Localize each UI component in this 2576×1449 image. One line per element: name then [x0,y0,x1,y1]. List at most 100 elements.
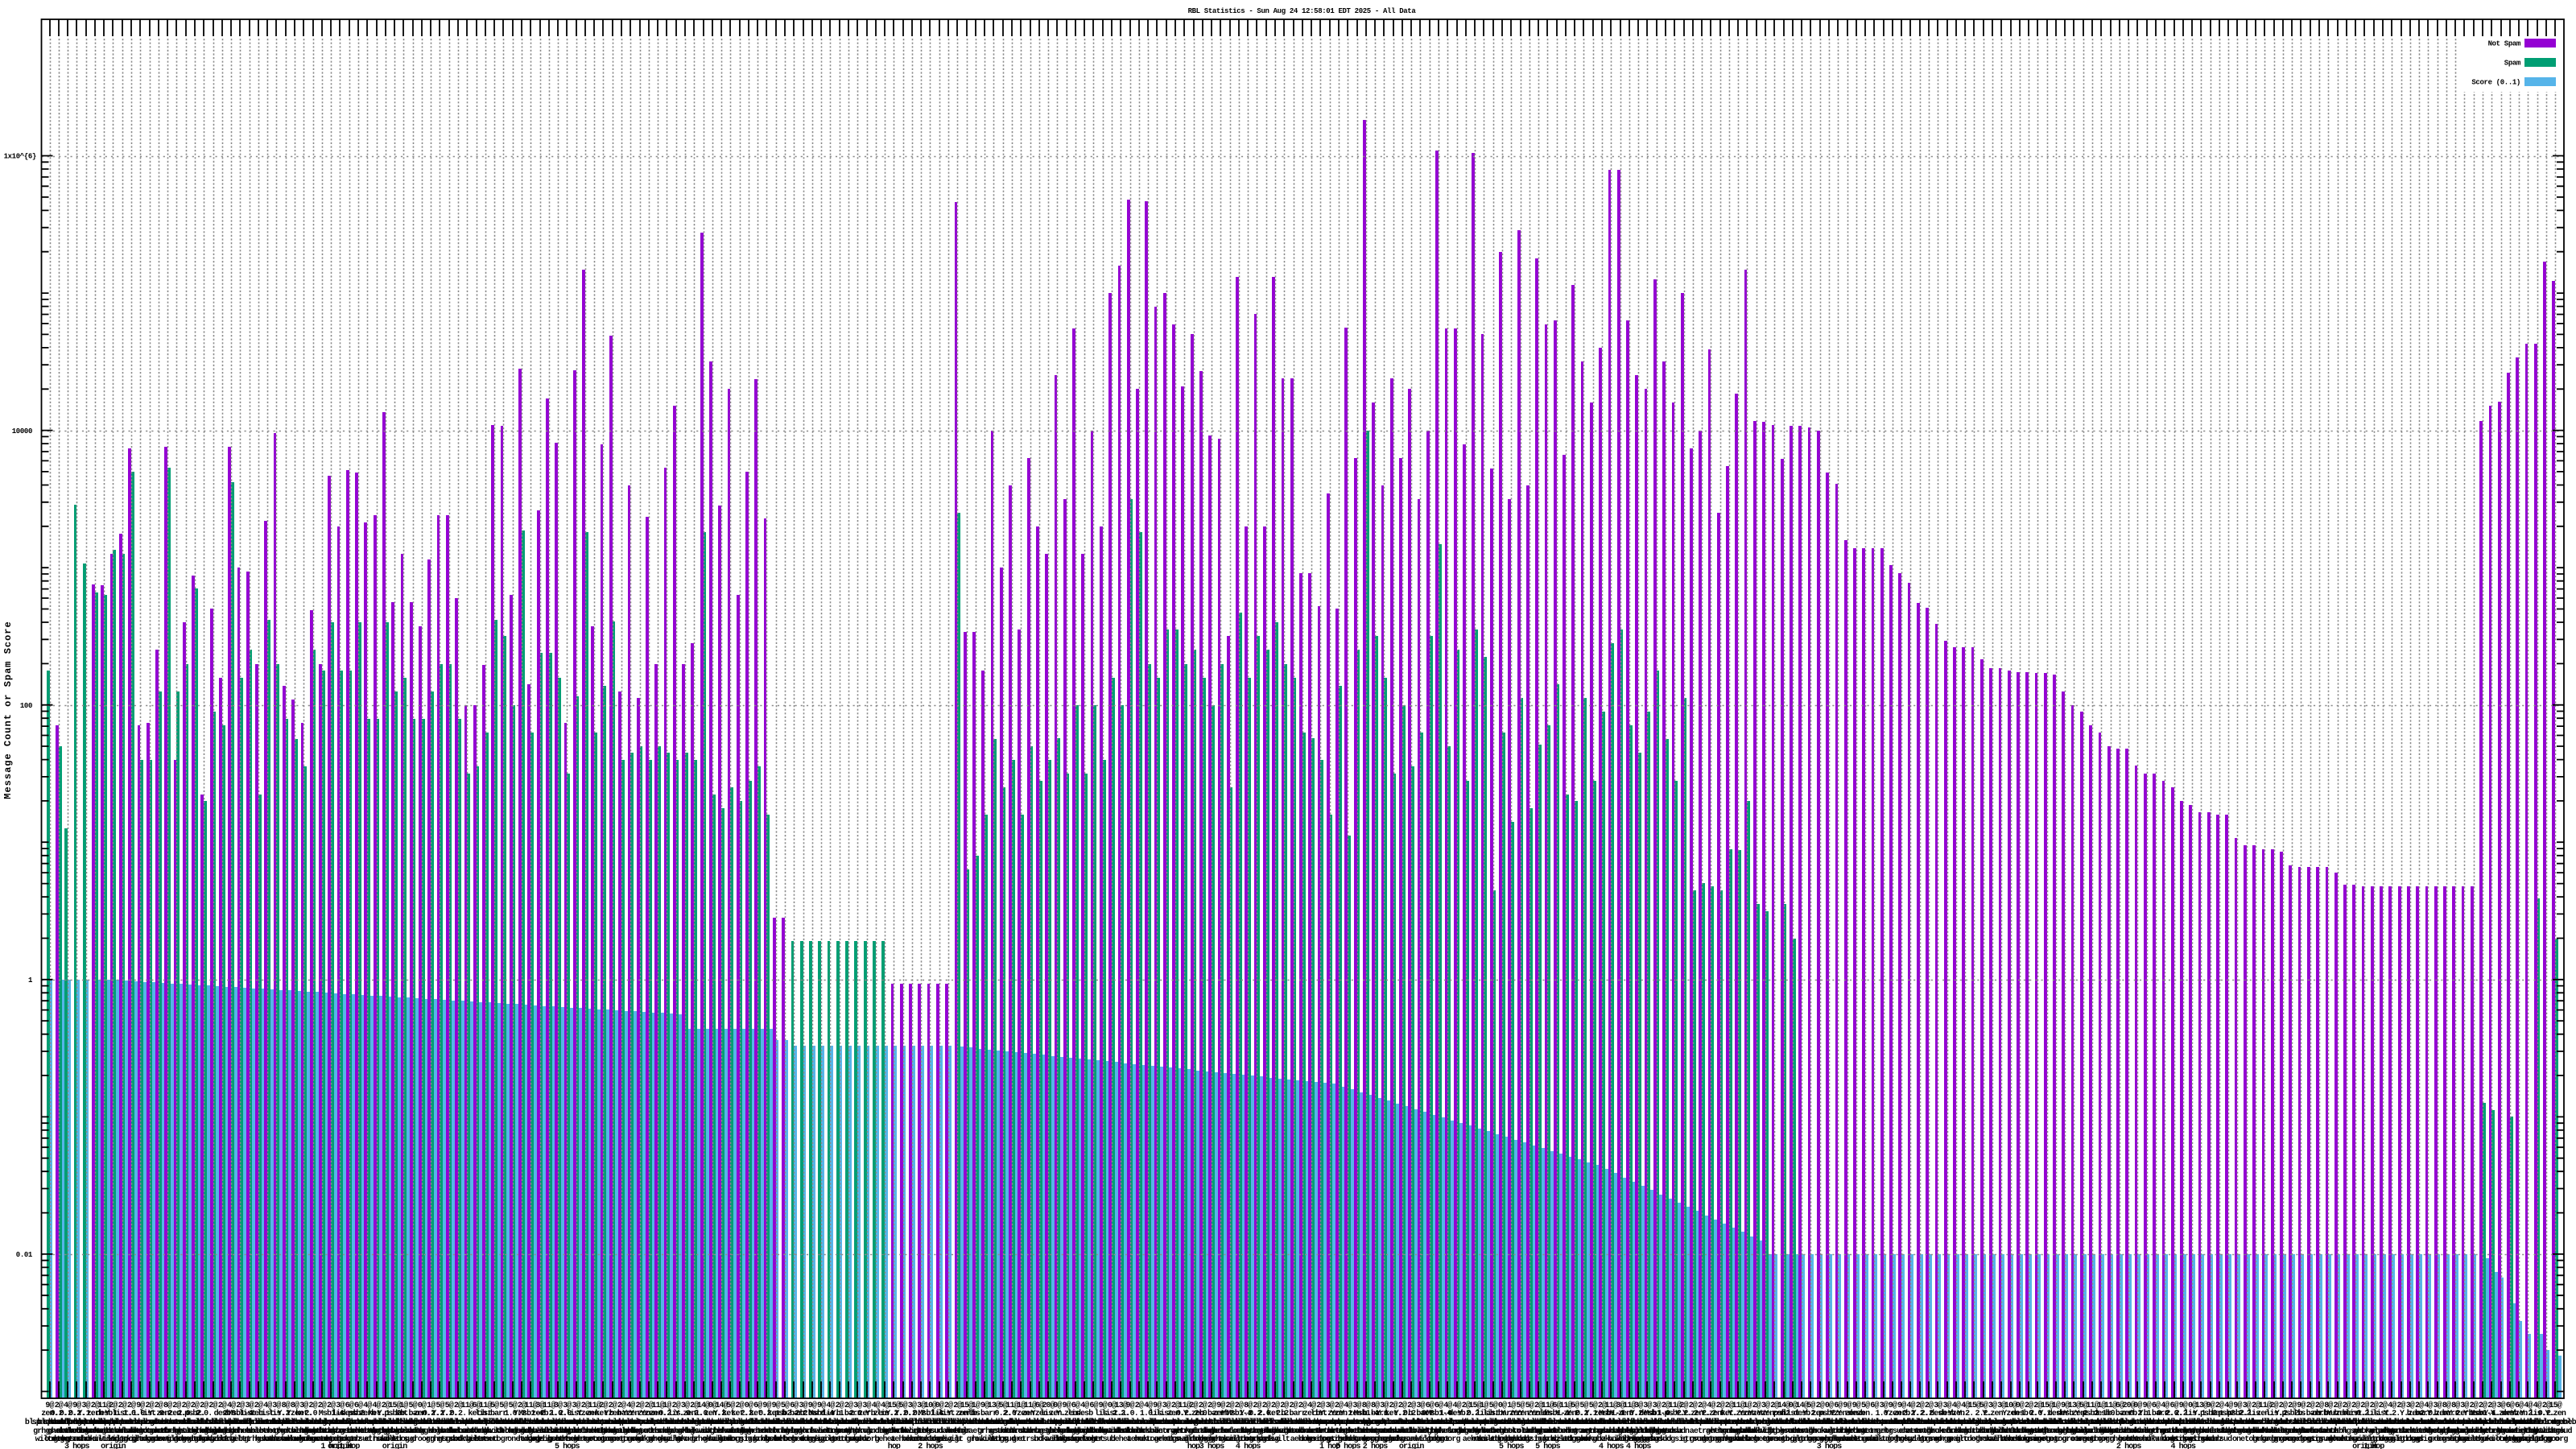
svg-text:spamhaus.org.: spamhaus.org. [2083,1418,2136,1427]
svg-text:hukudz: hukudz [1344,1435,1370,1444]
svg-text:5@: 5@ [509,1401,518,1410]
svg-text:hetomaetr: hetomaetr [2001,1426,2039,1436]
svg-text:8@: 8@ [282,1401,291,1410]
svg-text:etrsud: etrsud [1853,1435,1879,1444]
svg-text:hukudz: hukudz [192,1435,217,1444]
svg-text:hukudz: hukudz [709,1435,735,1444]
svg-text:behet: behet [547,1435,568,1444]
svg-text:9@: 9@ [45,1401,54,1410]
svg-text:3@: 3@ [1997,1401,2006,1410]
svg-text:oraetr: oraetr [2497,1427,2523,1436]
svg-text:ubl.unsubscore.: ubl.unsubscore. [2189,1418,2251,1427]
svg-text:14@: 14@ [715,1401,728,1410]
svg-text:aetbruk: aetbruk [1252,1426,1282,1436]
svg-text:acudacentral.: acudacentral. [259,1418,312,1427]
svg-text:desb: desb [96,1409,113,1418]
svg-text:spamcop.net.: spamcop.net. [324,1418,374,1427]
svg-text:acudacentral.: acudacentral. [1103,1418,1156,1427]
svg-text:15@: 15@ [960,1401,973,1410]
svg-text:Y.zen: Y.zen [1765,1410,1785,1418]
svg-text:b.barr: b.barr [1199,1409,1225,1418]
svg-text:lis.: lis. [1149,1409,1165,1418]
svg-text:Y.2.: Y.2. [1802,1410,1818,1418]
svg-text:hetomaetr: hetomaetr [2256,1426,2293,1436]
svg-text:aetbruk: aetbruk [2033,1426,2062,1436]
svg-text:acudacentral.: acudacentral. [2465,1418,2518,1427]
svg-text:etrsudn: etrsudn [1279,1426,1309,1436]
svg-text:2@: 2@ [1598,1401,1607,1410]
svg-text:cbl.abuseat.: cbl.abuseat. [1005,1418,1055,1427]
svg-text:cbl.abuseat.: cbl.abuseat. [1278,1418,1327,1427]
svg-text:sudahukbl: sudahukbl [403,1426,441,1436]
svg-text:behet: behet [874,1435,895,1444]
svg-text:b.barracuda.: b.barracuda. [2240,1418,2289,1427]
svg-text:onetogr: onetogr [1769,1435,1799,1444]
svg-text:aetbehetom: aetbehetom [247,1426,289,1436]
svg-text:Yzen: Yzen [1885,1410,1901,1418]
svg-text:1.0.: 1.0. [1621,1410,1637,1418]
svg-text:bl.blockedl.: bl.blockedl. [760,1418,809,1427]
svg-text:etrsudn: etrsudn [2124,1426,2153,1436]
svg-text:etrsudn: etrsudn [1188,1426,1218,1436]
svg-text:groorg: groorg [1236,1435,1261,1444]
svg-text:groorg: groorg [146,1435,171,1444]
svg-text:hetomaetr: hetomaetr [2428,1426,2466,1436]
svg-text:etrsud: etrsud [391,1435,417,1444]
svg-text:8@: 8@ [291,1401,299,1410]
svg-text:9@: 9@ [1897,1401,1906,1410]
svg-text:aetrgr: aetrgr [1327,1427,1352,1436]
svg-text:5 hops: 5 hops [1335,1442,1361,1449]
svg-text:zen.: zen. [41,1410,57,1418]
svg-text:Msb1-4: Msb1-4 [809,1409,835,1418]
svg-text:9@: 9@ [1889,1401,1897,1410]
svg-text:oraetr: oraetr [1898,1427,1924,1436]
svg-text:dnsbl.dronebl.: dnsbl.dronebl. [1628,1418,1685,1427]
svg-text:behet: behet [766,1435,786,1444]
svg-text:dnsbl.sorbs.: dnsbl.sorbs. [1532,1418,1581,1427]
svg-text:5@: 5@ [445,1401,454,1410]
svg-text:psb2.: psb2. [1818,1409,1839,1418]
svg-text:2.2.: 2.2. [795,1410,811,1418]
svg-text:desb: desb [1076,1409,1093,1418]
svg-text:3@: 3@ [1416,1401,1425,1410]
svg-text:ubl.unsubscore.: ubl.unsubscore. [1480,1418,1542,1427]
svg-text:acudacentral.: acudacentral. [2374,1418,2427,1427]
svg-text:2.0.: 2.0. [849,1410,865,1418]
svg-text:acudacentral.: acudacentral. [568,1418,621,1427]
svg-text:grhgsud: grhgsud [244,1435,274,1444]
svg-text:gr gro: gr gro [691,1435,716,1444]
svg-text:ket.: ket. [749,1409,766,1418]
svg-text:2@: 2@ [1199,1401,1208,1410]
svg-text:dnsbl.sorbs.: dnsbl.sorbs. [670,1418,719,1427]
svg-text:psb2.: psb2. [2227,1409,2248,1418]
svg-text:4@: 4@ [881,1401,890,1410]
svg-text:0@: 0@ [1789,1401,1798,1410]
svg-text:grhgsud: grhgsud [1496,1435,1526,1444]
svg-text:2@: 2@ [2360,1401,2369,1410]
svg-text:wiltdog: wiltdog [2487,1435,2516,1444]
svg-text:hukudz: hukudz [373,1435,398,1444]
svg-text:oraetr: oraetr [146,1427,171,1436]
svg-text:ubl.unsubscore.: ubl.unsubscore. [291,1418,353,1427]
svg-text:9@: 9@ [808,1401,817,1410]
svg-text:grorbehet: grorbehet [1284,1426,1322,1436]
svg-text:b.barracuda.: b.barracuda. [2186,1418,2235,1427]
svg-text:11@: 11@ [1605,1401,1618,1410]
svg-text:Msb1-4: Msb1-4 [518,1409,544,1418]
svg-text:6@: 6@ [2515,1401,2524,1410]
svg-text:2.0.: 2.0. [1258,1410,1274,1418]
svg-text:grhgsud: grhgsud [1624,1435,1653,1444]
svg-text:aetrgr: aetrgr [1417,1427,1443,1436]
svg-text:oraetr: oraetr [2216,1427,2242,1436]
svg-text:Y.1.: Y.1. [831,1410,847,1418]
svg-text:groorg: groorg [1926,1435,1951,1444]
svg-text:RBL Statistics - Sun Aug 24 12: RBL Statistics - Sun Aug 24 12:58:01 EDT… [1188,7,1417,15]
svg-text:dnsbl.dronebl.: dnsbl.dronebl. [420,1418,477,1427]
svg-text:dogsig: dogsig [2297,1435,2323,1444]
svg-text:9@: 9@ [2143,1401,2152,1410]
svg-text:tbrhgsud: tbrhgsud [2013,1426,2046,1436]
svg-text:3@: 3@ [908,1401,917,1410]
svg-text:onetogr: onetogr [1307,1435,1336,1444]
svg-text:groorg: groorg [1807,1435,1833,1444]
svg-text:hukwidtok: hukwidtok [2500,1426,2538,1436]
